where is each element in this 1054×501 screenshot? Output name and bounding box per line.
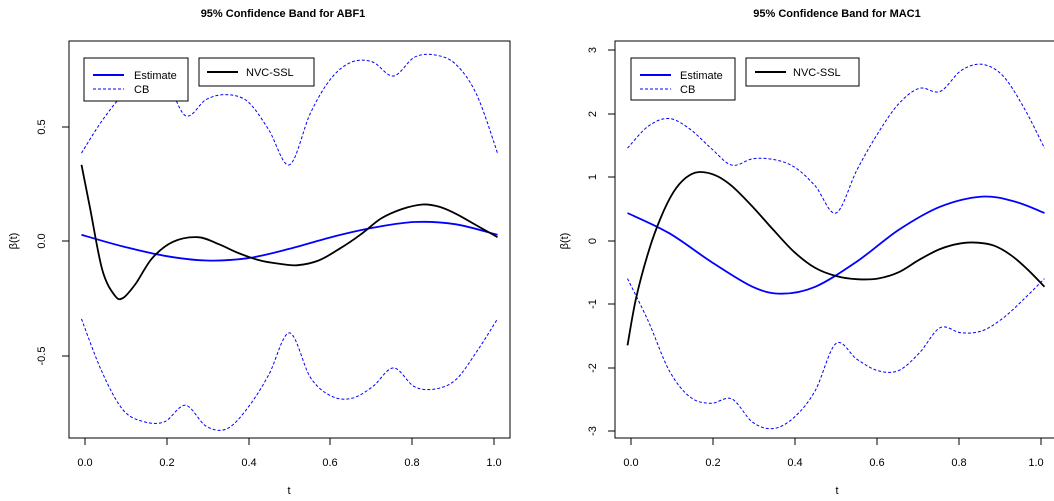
series-nvc-ssl-line (80, 164, 498, 301)
series-estimate-line (81, 220, 498, 262)
x-tick-label: 0.8 (404, 457, 419, 469)
y-tick-label: -2 (587, 363, 599, 373)
series-nvc-ssl-line (626, 171, 1046, 346)
y-tick-label: 3 (587, 47, 599, 53)
x-axis-label: t (287, 485, 290, 497)
plot-box (614, 40, 1054, 439)
panel-abf1: 95% Confidence Band for ABF1 0.0 0.2 0.4… (8, 8, 511, 497)
legend-box (83, 57, 189, 102)
legend-label-nvc-ssl: NVC-SSL (793, 67, 841, 79)
x-tick-label: 0.4 (241, 457, 256, 469)
legend-label-estimate: Estimate (680, 70, 723, 82)
series-layer (626, 63, 1046, 430)
series-cb-line (627, 63, 1045, 214)
x-axis-label: t (835, 485, 838, 497)
legend-label-cb: CB (680, 84, 695, 96)
legend-label-cb: CB (134, 84, 149, 96)
x-tick-label: 0.2 (159, 457, 174, 469)
y-axis-label: β(t) (559, 233, 571, 250)
chart-title: 95% Confidence Band for ABF1 (201, 8, 366, 20)
legend-box (630, 57, 736, 101)
series-estimate-line (627, 195, 1045, 295)
chart-title: 95% Confidence Band for MAC1 (753, 8, 920, 20)
x-axis: 0.0 0.2 0.4 0.6 0.8 1.0 t (623, 437, 1044, 497)
x-tick-label: 0.0 (623, 457, 638, 469)
y-tick-label: -1 (587, 299, 599, 309)
series-cb-line (81, 318, 498, 431)
y-tick-label: 0 (587, 238, 599, 244)
series-cb-line (627, 278, 1045, 430)
y-tick-label: 1 (587, 174, 599, 180)
legend-label-estimate: Estimate (134, 70, 177, 82)
y-axis-label: β(t) (8, 233, 20, 250)
x-tick-label: 0.8 (951, 457, 966, 469)
x-tick-label: 0.2 (705, 457, 720, 469)
y-axis: -0.5 0.0 0.5 β(t) (8, 119, 70, 366)
panel-mac1: 95% Confidence Band for MAC1 0.0 0.2 0.4… (559, 8, 1054, 497)
legend-label-nvc-ssl: NVC-SSL (246, 67, 294, 79)
series-layer (80, 53, 498, 431)
x-axis: 0.0 0.2 0.4 0.6 0.8 1.0 t (77, 437, 502, 497)
x-tick-label: 0.6 (869, 457, 884, 469)
y-tick-label: 0.0 (36, 233, 48, 248)
x-tick-label: 1.0 (1028, 457, 1043, 469)
y-axis: -3 -2 -1 0 1 2 3 β(t) (559, 47, 616, 436)
series-cb-line (81, 53, 498, 166)
legend: Estimate CB NVC-SSL (630, 57, 860, 101)
y-tick-label: -3 (587, 426, 599, 436)
x-tick-label: 0.4 (787, 457, 802, 469)
y-tick-label: -0.5 (36, 347, 48, 366)
y-tick-label: 2 (587, 111, 599, 117)
x-tick-label: 0.6 (322, 457, 337, 469)
x-tick-label: 0.0 (77, 457, 92, 469)
x-tick-label: 1.0 (486, 457, 501, 469)
y-tick-label: 0.5 (36, 119, 48, 134)
legend: Estimate CB NVC-SSL (83, 57, 315, 102)
